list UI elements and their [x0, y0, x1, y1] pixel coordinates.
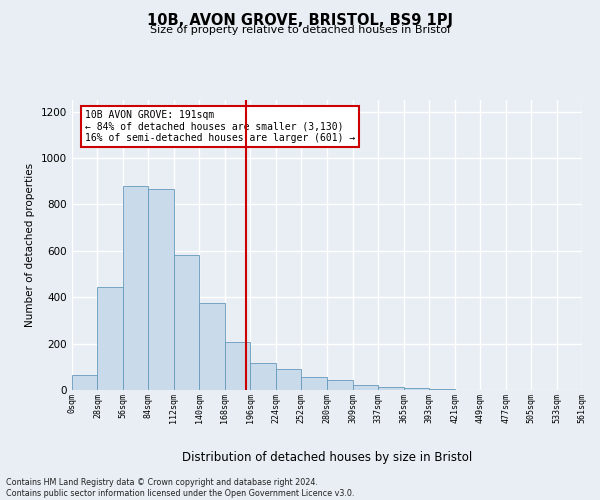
Bar: [326, 380, 353, 390]
Y-axis label: Number of detached properties: Number of detached properties: [25, 163, 35, 327]
Bar: [148, 190, 174, 390]
Bar: [275, 369, 301, 390]
Bar: [250, 364, 275, 390]
Bar: [97, 287, 123, 390]
Bar: [301, 376, 326, 390]
Bar: [123, 186, 148, 390]
Bar: [429, 389, 455, 390]
Text: Size of property relative to detached houses in Bristol: Size of property relative to detached ho…: [150, 25, 450, 35]
Text: Distribution of detached houses by size in Bristol: Distribution of detached houses by size …: [182, 451, 472, 464]
Bar: [174, 256, 199, 390]
Bar: [353, 385, 379, 390]
Text: 10B, AVON GROVE, BRISTOL, BS9 1PJ: 10B, AVON GROVE, BRISTOL, BS9 1PJ: [147, 12, 453, 28]
Bar: [72, 375, 97, 390]
Text: 10B AVON GROVE: 191sqm
← 84% of detached houses are smaller (3,130)
16% of semi-: 10B AVON GROVE: 191sqm ← 84% of detached…: [85, 110, 355, 144]
Text: Contains HM Land Registry data © Crown copyright and database right 2024.
Contai: Contains HM Land Registry data © Crown c…: [6, 478, 355, 498]
Bar: [199, 303, 225, 390]
Bar: [225, 342, 250, 390]
Bar: [379, 386, 404, 390]
Bar: [404, 388, 429, 390]
